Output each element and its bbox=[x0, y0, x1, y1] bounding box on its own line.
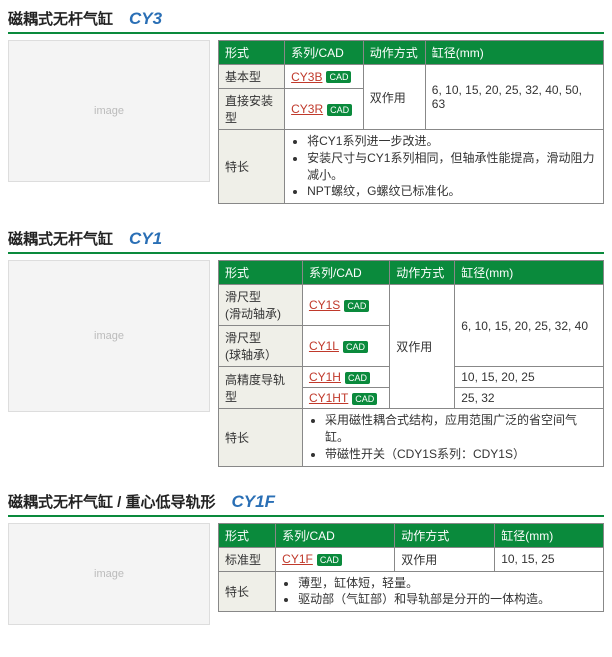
feature-label: 特长 bbox=[219, 571, 276, 612]
feature-row: 特长采用磁性耦合式结构，应用范围广泛的省空间气缸。带磁性开关（CDY1S系列：C… bbox=[219, 409, 604, 466]
spec-table-wrap: 形式系列/CAD动作方式缸径(mm) 基本型 CY3B CAD 双作用6, 10, 15… bbox=[218, 40, 604, 204]
cad-badge[interactable]: CAD bbox=[317, 554, 342, 566]
section-header: 磁耦式无杆气缸 CY3 bbox=[8, 8, 604, 34]
series-link[interactable]: CY3R bbox=[291, 102, 323, 116]
feature-cell: 薄型，缸体短，轻量。驱动部（气缸部）和导轨部是分开的一体构造。 bbox=[276, 571, 604, 612]
cad-badge[interactable]: CAD bbox=[344, 300, 369, 312]
table-header: 系列/CAD bbox=[302, 261, 389, 285]
spec-table-wrap: 形式系列/CAD动作方式缸径(mm) 标准型 CY1F CAD 双作用10, 15, 2… bbox=[218, 523, 604, 613]
model-code: CY3 bbox=[129, 9, 162, 29]
content-row: image 形式系列/CAD动作方式缸径(mm) 基本型 CY3B CAD 双作用6, 1… bbox=[8, 40, 604, 204]
cad-badge[interactable]: CAD bbox=[352, 393, 377, 405]
action-cell: 双作用 bbox=[390, 285, 455, 409]
series-cell: CY1F CAD bbox=[276, 547, 395, 571]
form-cell: 滑尺型(滑动轴承) bbox=[219, 285, 303, 326]
spec-table: 形式系列/CAD动作方式缸径(mm) 标准型 CY1F CAD 双作用10, 15, 2… bbox=[218, 523, 604, 613]
feature-item: 驱动部（气缸部）和导轨部是分开的一体构造。 bbox=[298, 591, 597, 608]
table-header: 系列/CAD bbox=[276, 523, 395, 547]
bore-cell: 10, 15, 25 bbox=[495, 547, 604, 571]
section-header: 磁耦式无杆气缸 CY1 bbox=[8, 228, 604, 254]
feature-label: 特长 bbox=[219, 130, 285, 204]
feature-row: 特长薄型，缸体短，轻量。驱动部（气缸部）和导轨部是分开的一体构造。 bbox=[219, 571, 604, 612]
cad-badge[interactable]: CAD bbox=[343, 341, 368, 353]
feature-item: 采用磁性耦合式结构，应用范围广泛的省空间气缸。 bbox=[325, 412, 597, 446]
table-row: 基本型CY3BCAD双作用6, 10, 15, 20, 25, 32, 40, … bbox=[219, 65, 604, 89]
product-image: image bbox=[8, 40, 210, 182]
form-cell: 滑尺型(球轴承） bbox=[219, 326, 303, 367]
form-cell: 标准型 bbox=[219, 547, 276, 571]
table-header: 动作方式 bbox=[363, 41, 425, 65]
bore-cell: 6, 10, 15, 20, 25, 32, 40 bbox=[455, 285, 604, 367]
section-header: 磁耦式无杆气缸 / 重心低导轨形 CY1F bbox=[8, 491, 604, 517]
product-section: 磁耦式无杆气缸CY3image形式系列/CAD动作方式缸径(mm)基本型CY3B… bbox=[8, 8, 604, 204]
table-header: 动作方式 bbox=[395, 523, 495, 547]
bore-cell: 6, 10, 15, 20, 25, 32, 40, 50, 63 bbox=[425, 65, 603, 130]
bore-cell: 10, 15, 20, 25 bbox=[455, 367, 604, 388]
cad-badge[interactable]: CAD bbox=[326, 71, 351, 83]
form-cell: 高精度导轨型 bbox=[219, 367, 303, 409]
spec-table: 形式系列/CAD动作方式缸径(mm) 基本型 CY3B CAD 双作用6, 10, 15… bbox=[218, 40, 604, 204]
table-header: 形式 bbox=[219, 261, 303, 285]
series-link[interactable]: CY1H bbox=[309, 370, 341, 384]
series-cell: CY1HT CAD bbox=[302, 388, 389, 409]
table-header: 缸径(mm) bbox=[495, 523, 604, 547]
feature-item: 安装尺寸与CY1系列相同，但轴承性能提高，滑动阻力减小。 bbox=[307, 150, 597, 184]
feature-item: 将CY1系列进一步改进。 bbox=[307, 133, 597, 150]
series-cell: CY3B CAD bbox=[285, 65, 364, 89]
feature-row: 特长将CY1系列进一步改进。安装尺寸与CY1系列相同，但轴承性能提高，滑动阻力减… bbox=[219, 130, 604, 204]
series-link[interactable]: CY3B bbox=[291, 70, 322, 84]
table-header: 形式 bbox=[219, 41, 285, 65]
series-link[interactable]: CY1HT bbox=[309, 391, 348, 405]
series-cell: CY3R CAD bbox=[285, 89, 364, 130]
section-title: 磁耦式无杆气缸 bbox=[8, 228, 113, 249]
table-header: 缸径(mm) bbox=[425, 41, 603, 65]
feature-label: 特长 bbox=[219, 409, 303, 466]
product-section: 磁耦式无杆气缸 / 重心低导轨形 CY1F image 形式系列/CAD动作方式缸径(… bbox=[8, 491, 604, 625]
action-cell: 双作用 bbox=[363, 65, 425, 130]
feature-cell: 将CY1系列进一步改进。安装尺寸与CY1系列相同，但轴承性能提高，滑动阻力减小。… bbox=[285, 130, 604, 204]
bore-cell: 25, 32 bbox=[455, 388, 604, 409]
table-row: 标准型 CY1F CAD 双作用10, 15, 25 bbox=[219, 547, 604, 571]
action-cell: 双作用 bbox=[395, 547, 495, 571]
section-title: 磁耦式无杆气缸 bbox=[8, 8, 113, 29]
content-row: image形式系列/CAD动作方式缸径(mm)标准型CY1FCAD双作用10, … bbox=[8, 523, 604, 625]
spec-table-wrap: 形式系列/CAD动作方式缸径(mm) 滑尺型(滑动轴承) CY1S CAD 双作用6, … bbox=[218, 260, 604, 466]
feature-item: NPT螺纹，G螺纹已标准化。 bbox=[307, 183, 597, 200]
series-cell: CY1H CAD bbox=[302, 367, 389, 388]
spec-table: 形式系列/CAD动作方式缸径(mm) 滑尺型(滑动轴承) CY1S CAD 双作用6, … bbox=[218, 260, 604, 466]
model-code: CY1 bbox=[129, 229, 162, 249]
product-section: 磁耦式无杆气缸 CY1 image 形式系列/CAD动作方式缸径(mm) 滑尺型(滑动轴… bbox=[8, 228, 604, 466]
table-header: 形式 bbox=[219, 523, 276, 547]
product-image: image bbox=[8, 260, 210, 412]
feature-item: 薄型，缸体短，轻量。 bbox=[298, 575, 597, 592]
feature-item: 带磁性开关（CDY1S系列：CDY1S） bbox=[325, 446, 597, 463]
series-link[interactable]: CY1S bbox=[309, 298, 340, 312]
table-header: 缸径(mm) bbox=[455, 261, 604, 285]
table-header: 系列/CAD bbox=[285, 41, 364, 65]
product-image: image bbox=[8, 523, 210, 625]
model-code: CY1F bbox=[232, 492, 275, 512]
form-cell: 直接安装型 bbox=[219, 89, 285, 130]
cad-badge[interactable]: CAD bbox=[345, 372, 370, 384]
form-cell: 基本型 bbox=[219, 65, 285, 89]
series-link[interactable]: CY1L bbox=[309, 339, 339, 353]
section-title: 磁耦式无杆气缸 / 重心低导轨形 bbox=[8, 491, 216, 512]
series-cell: CY1S CAD bbox=[302, 285, 389, 326]
feature-cell: 采用磁性耦合式结构，应用范围广泛的省空间气缸。带磁性开关（CDY1S系列：CDY… bbox=[302, 409, 603, 466]
table-row: 滑尺型(滑动轴承)CY1SCAD双作用6, 10, 15, 20, 25, 32… bbox=[219, 285, 604, 326]
content-row: image 形式系列/CAD动作方式缸径(mm) 滑尺型(滑动轴承) CY1S CAD 双… bbox=[8, 260, 604, 466]
series-cell: CY1L CAD bbox=[302, 326, 389, 367]
series-link[interactable]: CY1F bbox=[282, 552, 313, 566]
cad-badge[interactable]: CAD bbox=[327, 104, 352, 116]
table-header: 动作方式 bbox=[390, 261, 455, 285]
